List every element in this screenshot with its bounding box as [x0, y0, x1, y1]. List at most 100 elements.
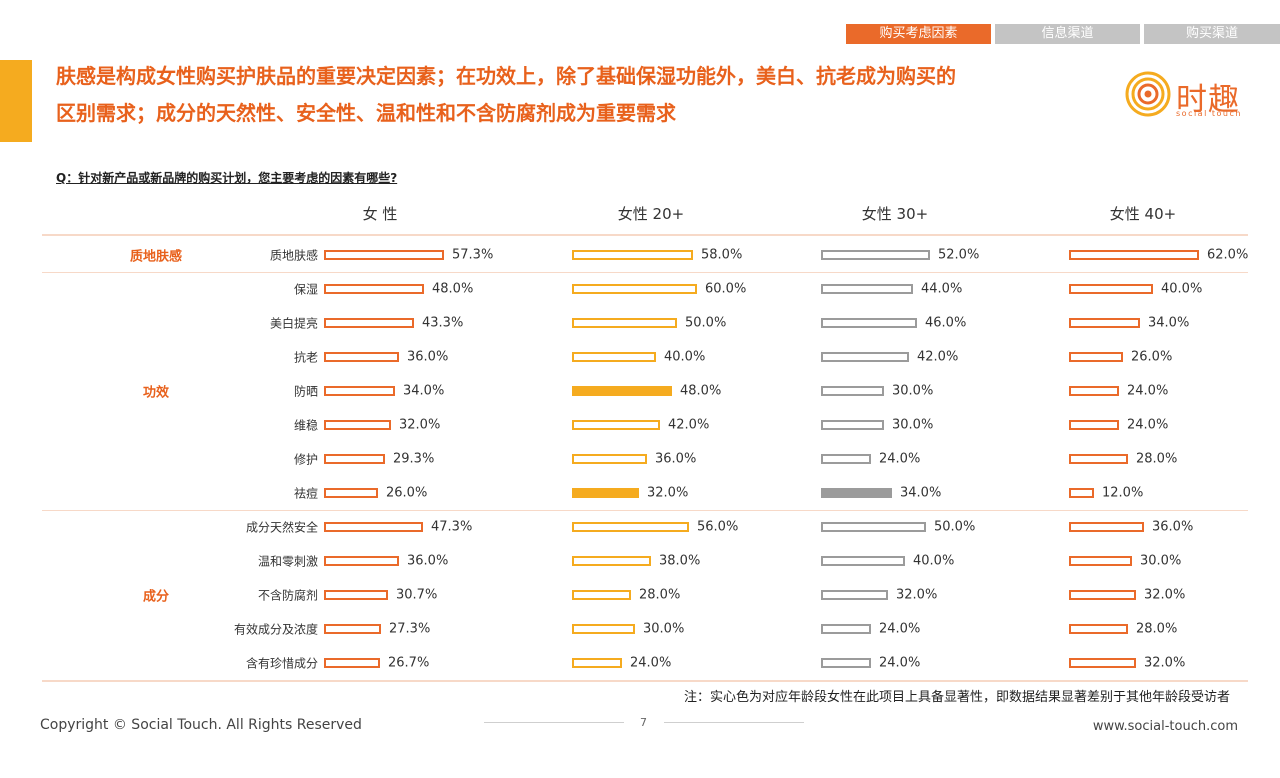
bar — [324, 250, 444, 260]
data-label: 48.0% — [432, 281, 474, 297]
bar — [324, 522, 423, 532]
data-label: 62.0% — [1207, 247, 1249, 263]
data-label: 34.0% — [1148, 315, 1190, 331]
bar — [821, 556, 905, 566]
data-label: 27.3% — [389, 621, 431, 637]
column-header: 女性 30+ — [861, 205, 929, 223]
data-label: 32.0% — [1144, 587, 1186, 603]
bar — [324, 420, 391, 430]
bar — [1069, 454, 1128, 464]
bar — [572, 352, 656, 362]
bar — [1069, 624, 1128, 634]
column-header: 女 性 — [362, 205, 398, 223]
chart-note: 注：实心色为对应年龄段女性在此项目上具备显著性，即数据结果显著差别于其他年龄段受… — [683, 690, 1230, 705]
bar — [572, 590, 631, 600]
bar — [821, 590, 888, 600]
data-label: 50.0% — [685, 315, 727, 331]
data-label: 12.0% — [1102, 485, 1144, 501]
data-label: 44.0% — [921, 281, 963, 297]
row-label: 温和零刺激 — [257, 554, 318, 569]
data-label: 26.0% — [1131, 349, 1173, 365]
data-label: 32.0% — [647, 485, 689, 501]
data-label: 24.0% — [630, 655, 672, 671]
bar — [1069, 556, 1132, 566]
tab-info-channels[interactable]: 信息渠道 — [995, 24, 1140, 44]
data-label: 57.3% — [452, 247, 494, 263]
data-label: 42.0% — [668, 417, 710, 433]
data-label: 32.0% — [896, 587, 938, 603]
bar — [572, 454, 647, 464]
data-label: 52.0% — [938, 247, 980, 263]
bar — [1069, 250, 1199, 260]
bar — [821, 454, 871, 464]
row-label: 维稳 — [293, 418, 318, 433]
row-label: 有效成分及浓度 — [233, 622, 318, 637]
data-label: 24.0% — [1127, 383, 1169, 399]
data-label: 36.0% — [1152, 519, 1194, 535]
column-header: 女性 40+ — [1109, 205, 1177, 223]
bar — [572, 284, 697, 294]
bar — [821, 624, 871, 634]
data-label: 26.0% — [386, 485, 428, 501]
bar — [324, 454, 385, 464]
bar — [324, 556, 399, 566]
data-label: 40.0% — [913, 553, 955, 569]
logo-subtitle: social touch — [1176, 109, 1242, 118]
bar — [1069, 590, 1136, 600]
data-label: 24.0% — [1127, 417, 1169, 433]
survey-question: Q：针对新产品或新品牌的购买计划，您主要考虑的因素有哪些? — [56, 171, 398, 185]
page-divider-left — [484, 722, 624, 723]
title-line-1: 肤感是构成女性购买护肤品的重要决定因素；在功效上，除了基础保湿功能外，美白、抗老… — [56, 64, 956, 88]
group-separator — [42, 510, 1248, 511]
bar — [572, 420, 660, 430]
bar — [572, 522, 689, 532]
bar — [1069, 658, 1136, 668]
bar — [821, 250, 930, 260]
data-label: 29.3% — [393, 451, 435, 467]
data-label: 40.0% — [1161, 281, 1203, 297]
group-separator — [42, 272, 1248, 273]
bar — [324, 590, 388, 600]
title-line-2: 区别需求；成分的天然性、安全性、温和性和不含防腐剂成为重要需求 — [56, 101, 676, 125]
data-label: 56.0% — [697, 519, 739, 535]
bar — [324, 386, 395, 396]
website-link[interactable]: www.social-touch.com — [1092, 719, 1238, 734]
logo-name: 时趣 — [1176, 82, 1240, 118]
data-label: 24.0% — [879, 451, 921, 467]
bar — [821, 522, 926, 532]
tab-purchase-channels[interactable]: 购买渠道 — [1144, 24, 1280, 44]
data-label: 30.0% — [643, 621, 685, 637]
table-top-border — [42, 234, 1248, 236]
data-label: 42.0% — [917, 349, 959, 365]
bar — [572, 624, 635, 634]
page-number: 7 — [640, 716, 647, 729]
data-label: 38.0% — [659, 553, 701, 569]
bar — [821, 352, 909, 362]
row-label: 不含防腐剂 — [257, 588, 318, 603]
bar — [572, 488, 639, 498]
group-label: 功效 — [142, 385, 170, 401]
bar — [324, 658, 380, 668]
bar — [324, 488, 378, 498]
data-label: 28.0% — [1136, 621, 1178, 637]
bar — [572, 556, 651, 566]
row-label: 成分天然安全 — [245, 520, 318, 535]
bar — [821, 318, 917, 328]
data-label: 30.7% — [396, 587, 438, 603]
bar — [1069, 352, 1123, 362]
column-header: 女性 20+ — [617, 205, 685, 223]
bar — [572, 658, 622, 668]
row-label: 祛痘 — [293, 486, 318, 501]
data-label: 30.0% — [1140, 553, 1182, 569]
bar — [324, 284, 424, 294]
data-label: 36.0% — [407, 349, 449, 365]
tab-purchase-factors[interactable]: 购买考虑因素 — [846, 24, 991, 44]
bar — [821, 386, 884, 396]
data-label: 32.0% — [1144, 655, 1186, 671]
data-label: 34.0% — [403, 383, 445, 399]
bar — [324, 352, 399, 362]
bar — [821, 284, 913, 294]
row-label: 质地肤感 — [269, 248, 318, 263]
group-separator — [42, 680, 1248, 682]
data-label: 34.0% — [900, 485, 942, 501]
